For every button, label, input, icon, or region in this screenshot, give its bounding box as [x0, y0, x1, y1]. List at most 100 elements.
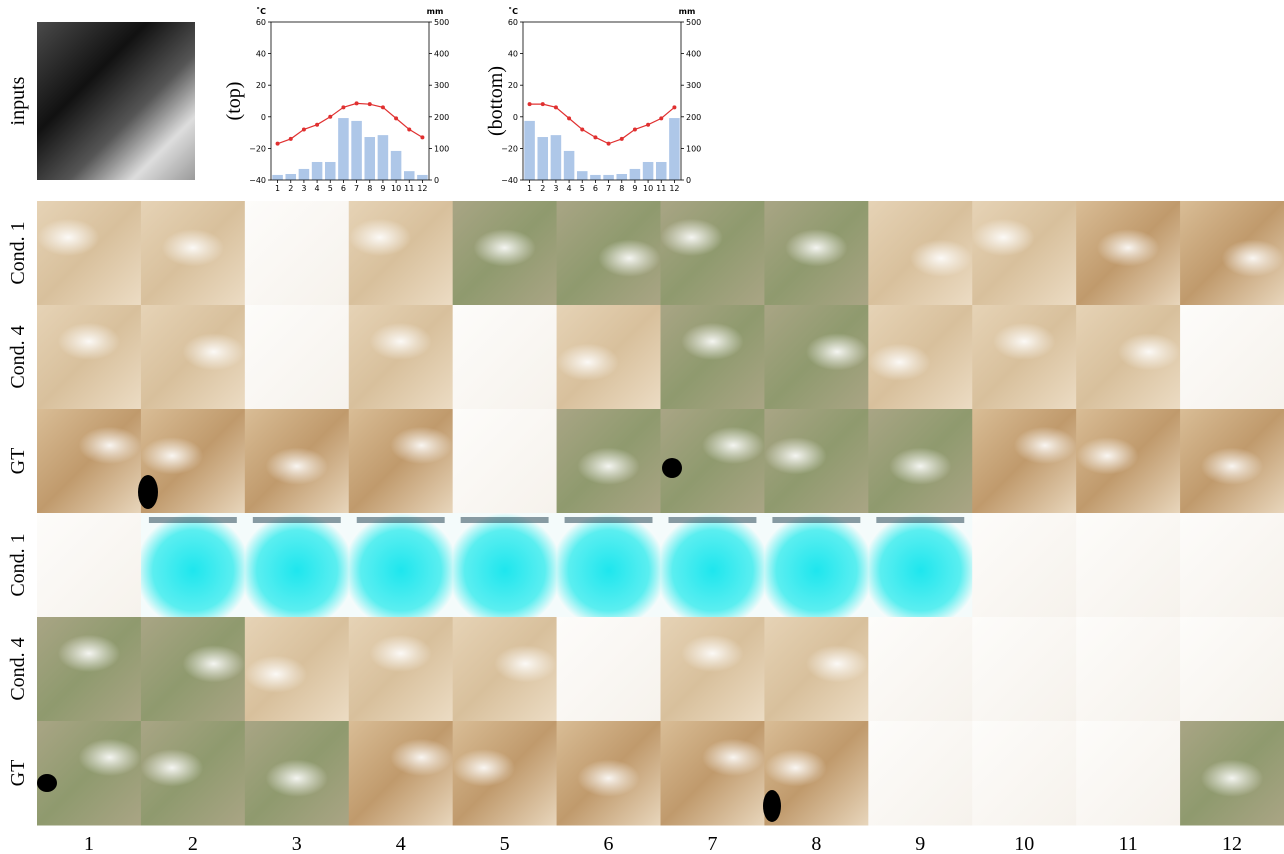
snow-patch	[58, 635, 120, 672]
y2-tick-label: 200	[686, 113, 701, 122]
x-tick-label: 6	[341, 184, 346, 193]
precipitation-bar	[564, 151, 575, 180]
temperature-point	[420, 135, 424, 139]
y2-tick-label: 300	[686, 81, 701, 90]
snow-patch	[702, 739, 764, 776]
snow-patch	[37, 219, 99, 256]
precipitation-bar	[537, 137, 548, 180]
y2-tick-label: 500	[434, 18, 449, 27]
snow-patch	[598, 239, 660, 276]
snow-patch	[1014, 427, 1076, 464]
snow-patch	[681, 323, 743, 360]
precipitation-bar	[616, 174, 627, 180]
y-tick-label: −40	[501, 176, 518, 185]
precipitation-bar	[524, 121, 535, 180]
x-tick-label: 6	[593, 184, 598, 193]
temperature-point	[302, 127, 306, 131]
precipitation-bar	[338, 118, 349, 180]
snow-patch	[910, 239, 972, 276]
precipitation-bar	[577, 171, 588, 180]
row-label: GT	[7, 760, 29, 787]
snow-patch	[1097, 229, 1159, 266]
snow-patch	[79, 739, 141, 776]
snow-patch	[182, 333, 244, 370]
column-label: 6	[604, 833, 614, 854]
artifact-band	[357, 517, 445, 523]
satellite-image	[868, 513, 972, 618]
satellite-image	[1180, 305, 1284, 410]
precipitation-bar	[630, 169, 641, 180]
satellite-image	[1076, 617, 1180, 722]
precipitation-bar	[272, 175, 283, 180]
satellite-image	[661, 513, 765, 618]
row-label: Cond. 4	[7, 325, 29, 388]
satellite-image	[1180, 617, 1284, 722]
temperature-point	[289, 137, 293, 141]
precipitation-bar	[656, 162, 667, 180]
temperature-point	[315, 123, 319, 127]
y2-tick-label: 200	[434, 113, 449, 122]
snow-patch	[577, 447, 639, 484]
snow-patch	[764, 749, 826, 786]
column-label: 2	[188, 833, 198, 854]
column-label: 12	[1222, 833, 1242, 854]
satellite-image	[868, 617, 972, 722]
y2-tick-label: 500	[686, 18, 701, 27]
snow-patch	[785, 229, 847, 266]
y2-tick-label: 300	[434, 81, 449, 90]
x-tick-label: 2	[288, 184, 293, 193]
y-tick-label: 40	[508, 50, 518, 59]
snow-patch	[453, 749, 515, 786]
column-label: 8	[811, 833, 821, 854]
satellite-image	[868, 721, 972, 826]
satellite-image	[972, 617, 1076, 722]
satellite-image	[245, 305, 349, 410]
snow-patch	[1076, 437, 1138, 474]
temperature-point	[541, 102, 545, 106]
precipitation-bar	[417, 175, 428, 180]
x-tick-label: 12	[417, 184, 427, 193]
snow-patch	[266, 447, 328, 484]
snow-patch	[577, 759, 639, 796]
precipitation-bar	[299, 169, 310, 180]
satellite-image	[453, 513, 557, 618]
x-tick-label: 4	[315, 184, 320, 193]
x-tick-label: 10	[643, 184, 653, 193]
precipitation-bar	[603, 175, 614, 180]
row-label: Cond. 1	[7, 221, 29, 284]
precipitation-bar	[325, 162, 336, 180]
y-tick-label: 40	[256, 50, 266, 59]
column-label: 11	[1118, 833, 1137, 854]
satellite-image	[453, 305, 557, 410]
x-tick-label: 8	[367, 184, 372, 193]
snow-patch	[390, 427, 452, 464]
temperature-line	[278, 103, 423, 143]
y-tick-label: 60	[256, 18, 266, 27]
precipitation-bar	[351, 121, 362, 180]
x-tick-label: 7	[606, 184, 611, 193]
snow-patch	[141, 437, 203, 474]
mask-blob	[763, 790, 781, 822]
snow-patch	[972, 219, 1034, 256]
temperature-point	[407, 127, 411, 131]
snow-patch	[266, 759, 328, 796]
satellite-image	[557, 513, 661, 618]
snow-patch	[494, 645, 556, 682]
column-label: 7	[707, 833, 717, 854]
precipitation-bar	[404, 171, 415, 180]
temperature-point	[328, 115, 332, 119]
precipitation-bar	[285, 174, 296, 180]
precipitation-bar	[669, 118, 680, 180]
satellite-image	[972, 513, 1076, 618]
figure: inputs Cond. 1Cond. 4GTCond. 1Cond. 4GT1…	[0, 0, 1284, 854]
y2-tick-label: 0	[434, 176, 439, 185]
snow-patch	[141, 749, 203, 786]
snow-patch	[390, 739, 452, 776]
x-tick-label: 12	[669, 184, 679, 193]
y-tick-label: −20	[501, 144, 518, 153]
precipitation-bar	[590, 175, 601, 180]
y-axis-label: ˚C	[508, 6, 518, 16]
snow-patch	[162, 229, 224, 266]
y2-tick-label: 400	[434, 50, 449, 59]
y-tick-label: 0	[513, 113, 518, 122]
